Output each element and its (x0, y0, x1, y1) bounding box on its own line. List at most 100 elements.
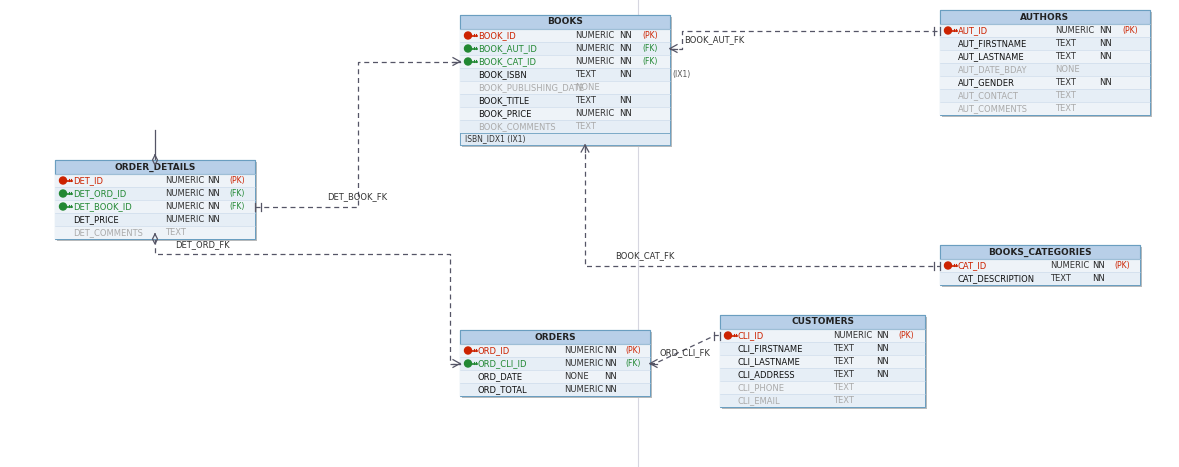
Text: BOOK_CAT_FK: BOOK_CAT_FK (615, 252, 674, 261)
Bar (940, 89, 1150, 102)
Text: NN: NN (1100, 78, 1112, 87)
Text: TEXT: TEXT (832, 383, 854, 392)
Text: ORD_TOTAL: ORD_TOTAL (477, 385, 528, 394)
Text: BOOKS_CATEGORIES: BOOKS_CATEGORIES (988, 248, 1092, 256)
Text: BOOK_AUT_ID: BOOK_AUT_ID (477, 44, 536, 53)
Text: DET_BOOK_FK: DET_BOOK_FK (328, 192, 388, 201)
Text: NN: NN (1100, 52, 1112, 61)
Circle shape (465, 45, 472, 52)
Bar (460, 120, 670, 133)
Bar (460, 383, 650, 396)
Text: ORDER_DETAILS: ORDER_DETAILS (114, 163, 196, 171)
Circle shape (59, 190, 66, 197)
Text: BOOK_CAT_ID: BOOK_CAT_ID (477, 57, 536, 66)
Text: NN: NN (876, 357, 889, 366)
Text: TEXT: TEXT (575, 70, 597, 79)
Text: NN: NN (620, 109, 632, 118)
Circle shape (59, 203, 66, 210)
Bar (460, 15, 670, 145)
Text: BOOK_PUBLISHING_DATE: BOOK_PUBLISHING_DATE (477, 83, 584, 92)
Bar (940, 245, 1140, 259)
Bar (942, 12, 1152, 117)
Bar (55, 226, 255, 239)
Bar (460, 330, 650, 344)
Text: TEXT: TEXT (832, 370, 854, 379)
Text: NUMERIC: NUMERIC (1050, 261, 1089, 270)
Bar (462, 17, 672, 147)
Bar (460, 55, 670, 68)
Text: (FK): (FK) (625, 359, 640, 368)
Text: TEXT: TEXT (1055, 52, 1076, 61)
Text: TEXT: TEXT (575, 122, 597, 131)
Bar (55, 174, 255, 187)
Bar (55, 160, 255, 174)
Text: NONE: NONE (575, 83, 600, 92)
Text: NONE: NONE (565, 372, 590, 381)
Circle shape (944, 262, 951, 269)
Text: NUMERIC: NUMERIC (1055, 26, 1095, 35)
Text: CLI_PHONE: CLI_PHONE (738, 383, 785, 392)
Text: CAT_DESCRIPTION: CAT_DESCRIPTION (959, 274, 1035, 283)
Text: AUT_FIRSTNAME: AUT_FIRSTNAME (959, 39, 1027, 48)
Text: TEXT: TEXT (165, 228, 186, 237)
Bar (722, 317, 927, 409)
Text: (PK): (PK) (643, 31, 658, 40)
Bar (720, 342, 926, 355)
Text: NN: NN (1092, 261, 1105, 270)
Text: NN: NN (605, 385, 617, 394)
Text: (IX1): (IX1) (672, 70, 690, 79)
Bar (55, 200, 255, 213)
Text: CLI_ADDRESS: CLI_ADDRESS (738, 370, 796, 379)
Text: NN: NN (605, 372, 617, 381)
Bar (720, 355, 926, 368)
Bar (57, 162, 257, 241)
Text: DET_PRICE: DET_PRICE (73, 215, 119, 224)
Bar (55, 187, 255, 200)
Text: NONE: NONE (1055, 65, 1080, 74)
Text: NN: NN (605, 359, 617, 368)
Circle shape (465, 360, 472, 367)
Text: CLI_LASTNAME: CLI_LASTNAME (738, 357, 801, 366)
Text: TEXT: TEXT (1050, 274, 1071, 283)
Text: ORDERS: ORDERS (534, 333, 575, 341)
Text: DET_ORD_FK: DET_ORD_FK (174, 240, 230, 249)
Text: ORD_ID: ORD_ID (477, 346, 511, 355)
Text: CLI_FIRSTNAME: CLI_FIRSTNAME (738, 344, 803, 353)
Text: DET_COMMENTS: DET_COMMENTS (73, 228, 143, 237)
Text: TEXT: TEXT (1055, 104, 1076, 113)
Text: NUMERIC: NUMERIC (165, 176, 204, 185)
Text: DET_ID: DET_ID (73, 176, 103, 185)
Text: (PK): (PK) (625, 346, 641, 355)
Text: NN: NN (876, 344, 889, 353)
Bar (460, 330, 650, 396)
Circle shape (944, 27, 951, 34)
Text: (PK): (PK) (229, 176, 244, 185)
Text: (FK): (FK) (643, 57, 658, 66)
Bar (940, 259, 1140, 272)
Bar (460, 15, 670, 29)
Text: NUMERIC: NUMERIC (565, 385, 604, 394)
Text: NN: NN (208, 215, 219, 224)
Text: NN: NN (620, 57, 632, 66)
Text: BOOK_COMMENTS: BOOK_COMMENTS (477, 122, 555, 131)
Text: AUT_LASTNAME: AUT_LASTNAME (959, 52, 1025, 61)
Text: TEXT: TEXT (832, 344, 854, 353)
Bar (720, 368, 926, 381)
Text: NUMERIC: NUMERIC (575, 31, 614, 40)
Text: (PK): (PK) (1122, 26, 1139, 35)
Text: NN: NN (605, 346, 617, 355)
Bar (55, 213, 255, 226)
Text: NUMERIC: NUMERIC (565, 359, 604, 368)
Text: NN: NN (620, 31, 632, 40)
Text: CUSTOMERS: CUSTOMERS (791, 318, 854, 326)
Text: NUMERIC: NUMERIC (575, 109, 614, 118)
Circle shape (465, 32, 472, 39)
Text: AUT_CONTACT: AUT_CONTACT (959, 91, 1019, 100)
Bar (720, 329, 926, 342)
Text: TEXT: TEXT (832, 396, 854, 405)
Bar (460, 370, 650, 383)
Text: ORD_CLI_ID: ORD_CLI_ID (477, 359, 527, 368)
Bar (720, 394, 926, 407)
Bar (940, 102, 1150, 115)
Bar (460, 29, 670, 42)
